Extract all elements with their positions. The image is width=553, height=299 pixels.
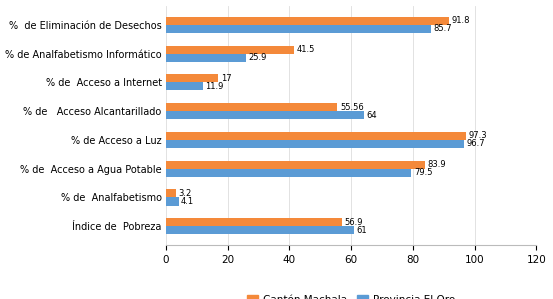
Bar <box>166 74 218 83</box>
Text: 64: 64 <box>366 111 377 120</box>
Text: 83.9: 83.9 <box>427 160 446 169</box>
Bar <box>166 190 176 198</box>
Bar <box>166 17 450 25</box>
Text: 91.8: 91.8 <box>452 16 470 25</box>
Bar <box>166 169 411 177</box>
Bar <box>166 103 337 111</box>
Text: 41.5: 41.5 <box>296 45 315 54</box>
Text: 25.9: 25.9 <box>248 53 267 62</box>
Text: 79.5: 79.5 <box>414 168 432 177</box>
Bar <box>166 226 354 234</box>
Text: 4.1: 4.1 <box>181 197 194 206</box>
Bar <box>166 46 294 54</box>
Text: 97.3: 97.3 <box>469 132 487 141</box>
Text: 61: 61 <box>357 226 367 235</box>
Text: 96.7: 96.7 <box>467 140 486 149</box>
Bar <box>166 25 430 33</box>
Bar <box>166 140 465 148</box>
Text: 85.7: 85.7 <box>433 25 452 33</box>
Bar <box>166 111 363 119</box>
Text: 3.2: 3.2 <box>178 189 191 198</box>
Bar <box>166 83 202 91</box>
Text: 56.9: 56.9 <box>344 218 363 227</box>
Bar <box>166 54 246 62</box>
Text: 17: 17 <box>221 74 232 83</box>
Legend: Cantón Machala, Provincia El Oro: Cantón Machala, Provincia El Oro <box>245 293 457 299</box>
Bar <box>166 132 466 140</box>
Bar <box>166 198 179 205</box>
Bar <box>166 161 425 169</box>
Text: 55.56: 55.56 <box>340 103 364 112</box>
Bar <box>166 218 342 226</box>
Text: 11.9: 11.9 <box>205 82 223 91</box>
